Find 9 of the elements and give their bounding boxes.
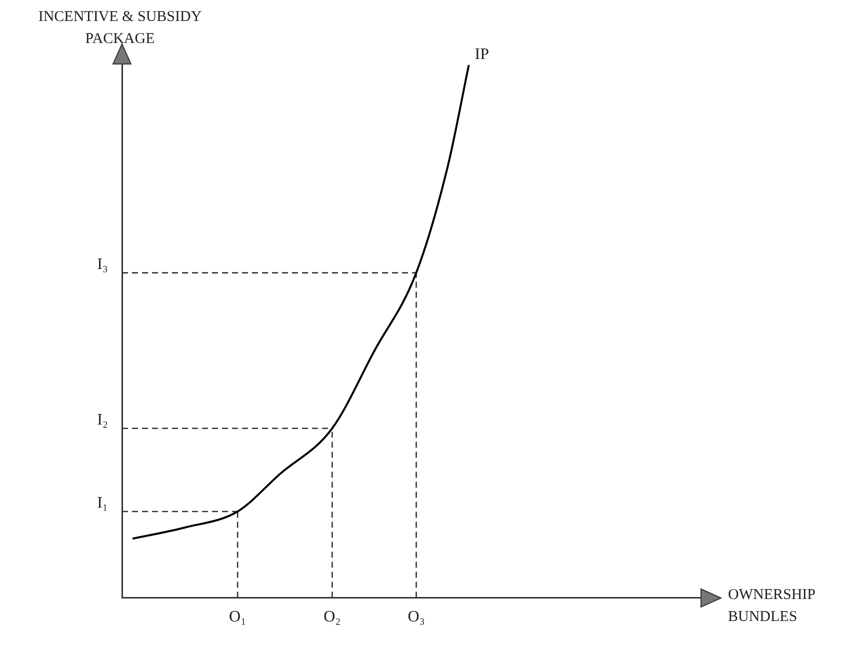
ref-line-label: I₃ bbox=[97, 256, 108, 273]
y-axis-title: INCENTIVE & SUBSIDY PACKAGE bbox=[37, 8, 203, 49]
text: IP bbox=[474, 46, 490, 64]
x-tick-label: O₁ bbox=[229, 608, 246, 626]
ref-line-label: I₁ bbox=[97, 494, 108, 512]
ref-line-label: I₂ bbox=[97, 412, 108, 429]
x-tick-label: O₂ bbox=[324, 608, 341, 626]
x-axis-title: OWNERSHIP BUNDLES bbox=[728, 586, 816, 627]
x-tick-label: O₃ bbox=[408, 608, 425, 626]
